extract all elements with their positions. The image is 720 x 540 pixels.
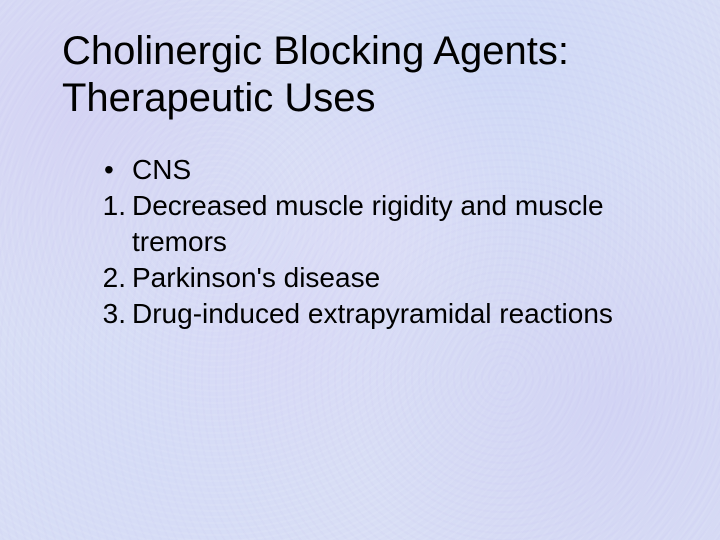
number-marker: 3. — [98, 296, 126, 332]
list-item-text: Decreased muscle rigidity and muscle tre… — [132, 190, 604, 257]
number-marker: 2. — [98, 260, 126, 296]
list-item: 1. Decreased muscle rigidity and muscle … — [98, 188, 660, 260]
list-item-text: Drug-induced extrapyramidal reactions — [132, 298, 613, 329]
number-marker: 1. — [98, 188, 126, 224]
list-item: 3. Drug-induced extrapyramidal reactions — [98, 296, 660, 332]
slide: Cholinergic Blocking Agents: Therapeutic… — [0, 0, 720, 540]
title-line-1: Cholinergic Blocking Agents: — [62, 29, 569, 73]
content-list: • CNS 1. Decreased muscle rigidity and m… — [62, 152, 660, 331]
list-item-text: Parkinson's disease — [132, 262, 380, 293]
title-line-2: Therapeutic Uses — [62, 76, 375, 120]
slide-title: Cholinergic Blocking Agents: Therapeutic… — [62, 28, 660, 122]
list-item-text: CNS — [132, 154, 191, 185]
list-item: 2. Parkinson's disease — [98, 260, 660, 296]
bullet-marker: • — [104, 152, 132, 188]
list-item: • CNS — [98, 152, 660, 188]
